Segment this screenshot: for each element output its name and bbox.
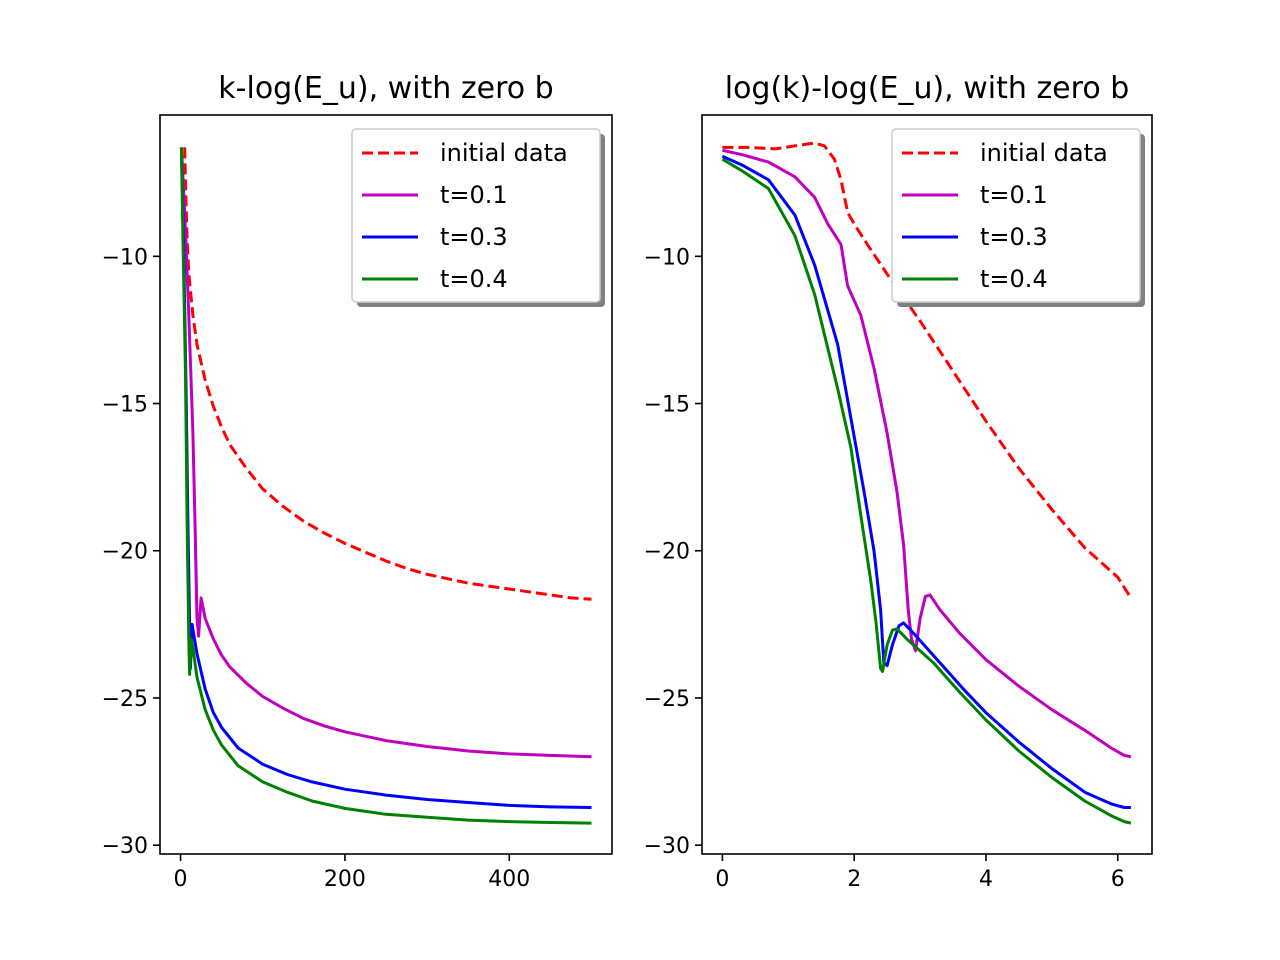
series-group [179, 147, 592, 825]
legend-label: t=0.3 [440, 223, 508, 251]
y-tick-label: −30 [102, 834, 148, 859]
chart-title: k-log(E_u), with zero b [218, 71, 553, 106]
x-tick-label: 0 [715, 867, 729, 892]
series-line-initial-data [183, 147, 592, 601]
x-tick-label: 2 [847, 867, 861, 892]
legend: initial data t=0.1 t=0.3 t=0.4 [891, 128, 1145, 307]
axes-frame [701, 114, 1153, 855]
legend-box [351, 128, 601, 303]
x-tick-label: 4 [979, 867, 993, 892]
axes-frame [159, 114, 613, 855]
legend-label: t=0.4 [980, 265, 1048, 293]
legend-label: t=0.4 [440, 265, 508, 293]
y-tick-label: −25 [102, 687, 148, 712]
x-tick-label: 200 [324, 867, 366, 892]
chart-title: log(k)-log(E_u), with zero b [725, 71, 1130, 106]
series-line-t-0-1 [179, 147, 592, 759]
y-tick-label: −15 [102, 393, 148, 418]
y-tick-label: −10 [644, 245, 690, 270]
series-line-t-0-4 [179, 147, 592, 825]
y-tick-label: −20 [644, 540, 690, 565]
legend-label: t=0.1 [440, 181, 508, 209]
series-group [721, 141, 1133, 825]
left-chart-panel: k-log(E_u), with zero b 0 200 400 −10 −15 −20 −… [102, 71, 613, 892]
y-tick-label: −10 [102, 245, 148, 270]
y-tick-label: −15 [644, 393, 690, 418]
legend-label: initial data [440, 139, 568, 167]
y-tick-label: −20 [102, 540, 148, 565]
x-tick-label: 0 [174, 867, 188, 892]
series-line-t-0-3 [721, 154, 1131, 809]
right-chart-panel: log(k)-log(E_u), with zero b 0 2 4 6 −10 −15 −2… [644, 71, 1153, 892]
x-tick-label: 6 [1111, 867, 1125, 892]
x-tick-label: 400 [488, 867, 530, 892]
legend-label: t=0.1 [980, 181, 1048, 209]
series-line-initial-data [722, 141, 1133, 599]
y-tick-label: −30 [644, 834, 690, 859]
series-line-t-0-4 [721, 157, 1132, 825]
legend-label: t=0.3 [980, 223, 1048, 251]
y-tick-label: −25 [644, 687, 690, 712]
series-line-t-0-1 [722, 148, 1132, 759]
legend-label: initial data [980, 139, 1108, 167]
legend-box [891, 128, 1141, 303]
legend: initial data t=0.1 t=0.3 t=0.4 [351, 128, 605, 307]
